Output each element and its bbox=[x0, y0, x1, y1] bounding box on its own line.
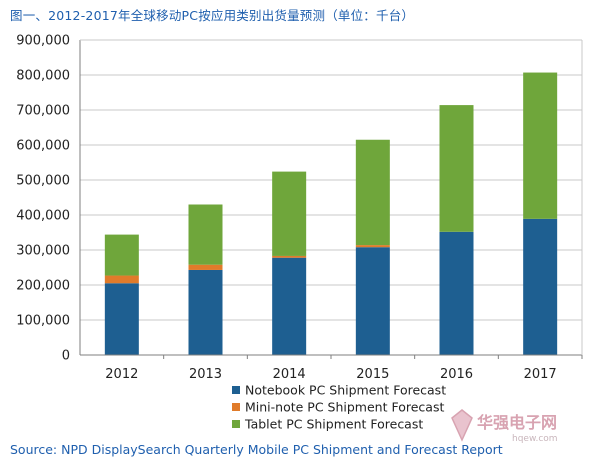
y-tick-label: 800,000 bbox=[16, 69, 70, 84]
source-note: Source: NPD DisplaySearch Quarterly Mobi… bbox=[10, 442, 503, 457]
bar-segment bbox=[272, 257, 307, 355]
y-tick-label: 300,000 bbox=[16, 244, 70, 259]
bar-segment bbox=[439, 105, 474, 232]
bar-segment bbox=[355, 139, 390, 246]
y-tick-label: 100,000 bbox=[16, 314, 70, 329]
legend-swatch bbox=[232, 386, 240, 394]
bar-segment bbox=[272, 255, 307, 258]
bar-segment bbox=[523, 72, 558, 219]
x-tick-label: 2017 bbox=[524, 367, 557, 382]
axes: 0 100,000 200,000 300,000 400,000 500,000 600,… bbox=[16, 34, 583, 382]
x-tick-label: 2015 bbox=[356, 367, 389, 382]
watermark-url: hqew.com bbox=[512, 434, 558, 444]
y-tick-label: 900,000 bbox=[16, 34, 70, 49]
bar-segment bbox=[188, 264, 223, 270]
legend: Notebook PC Shipment Forecast Mini-note P… bbox=[232, 383, 446, 432]
legend-label: Tablet PC Shipment Forecast bbox=[244, 417, 423, 432]
x-tick-label: 2013 bbox=[189, 367, 222, 382]
bar-segment bbox=[439, 231, 474, 355]
bars bbox=[104, 72, 558, 355]
chart-title: 图一、2012-2017年全球移动PC按应用类别出货量预测（单位：千台） bbox=[10, 8, 415, 23]
bar-segment bbox=[355, 247, 390, 355]
x-tick-label: 2014 bbox=[273, 367, 306, 382]
bar-segment bbox=[188, 269, 223, 355]
y-tick-label: 500,000 bbox=[16, 174, 70, 189]
bar-segment bbox=[188, 204, 223, 265]
x-tick-label: 2016 bbox=[440, 367, 473, 382]
bar-segment bbox=[104, 275, 139, 284]
bar-segment bbox=[104, 283, 139, 355]
bar-segment bbox=[272, 171, 307, 256]
y-tick-label: 400,000 bbox=[16, 209, 70, 224]
legend-swatch bbox=[232, 420, 240, 428]
bar-segment bbox=[523, 218, 558, 355]
bar-segment bbox=[355, 245, 390, 248]
grid-lines bbox=[80, 39, 582, 321]
y-tick-label: 0 bbox=[62, 349, 70, 364]
watermark-name: 华强电子网 bbox=[477, 413, 557, 432]
legend-label: Notebook PC Shipment Forecast bbox=[245, 383, 446, 398]
bar-segment bbox=[104, 234, 139, 276]
legend-swatch bbox=[232, 403, 240, 411]
y-tick-label: 200,000 bbox=[16, 279, 70, 294]
y-tick-label: 600,000 bbox=[16, 139, 70, 154]
x-tick-label: 2012 bbox=[105, 367, 138, 382]
watermark-logo: 华强电子网 hqew.com bbox=[451, 409, 558, 444]
legend-label: Mini-note PC Shipment Forecast bbox=[245, 400, 444, 415]
y-tick-label: 700,000 bbox=[16, 104, 70, 119]
